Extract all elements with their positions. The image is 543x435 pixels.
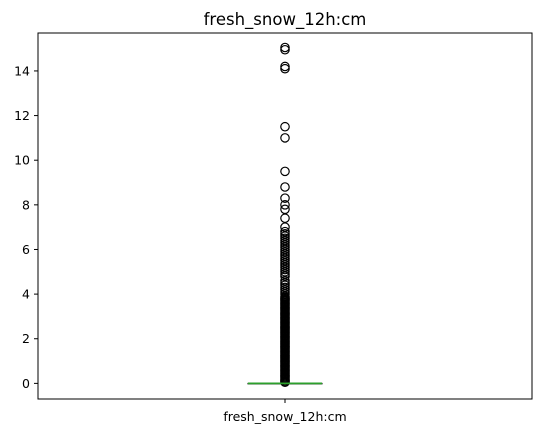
y-tick-label: 14	[14, 63, 30, 78]
outlier-point	[280, 61, 290, 72]
outlier-point	[280, 200, 290, 210]
y-tick-label: 4	[22, 287, 30, 302]
chart-title: fresh_snow_12h:cm	[204, 10, 367, 30]
y-tick-label: 2	[22, 331, 30, 346]
box-group	[247, 382, 323, 385]
outlier-point	[280, 166, 290, 177]
outlier-group	[280, 42, 290, 388]
outlier-point	[280, 204, 290, 215]
y-tick-label: 12	[14, 108, 30, 123]
y-tick-label: 0	[22, 376, 30, 391]
y-tick-label: 10	[14, 153, 30, 168]
outlier-point	[280, 133, 290, 143]
outlier-point	[280, 182, 290, 192]
y-axis: 0 2 4 6 8 10 12 14	[14, 63, 38, 391]
outlier-point	[280, 193, 290, 203]
y-tick-label: 8	[22, 197, 30, 212]
outlier-point	[280, 42, 290, 53]
outlier-point	[280, 121, 290, 132]
x-axis: fresh_snow_12h:cm	[223, 399, 347, 424]
outlier-point	[280, 226, 290, 237]
x-tick-label: fresh_snow_12h:cm	[223, 409, 346, 424]
y-tick-label: 6	[22, 242, 30, 257]
